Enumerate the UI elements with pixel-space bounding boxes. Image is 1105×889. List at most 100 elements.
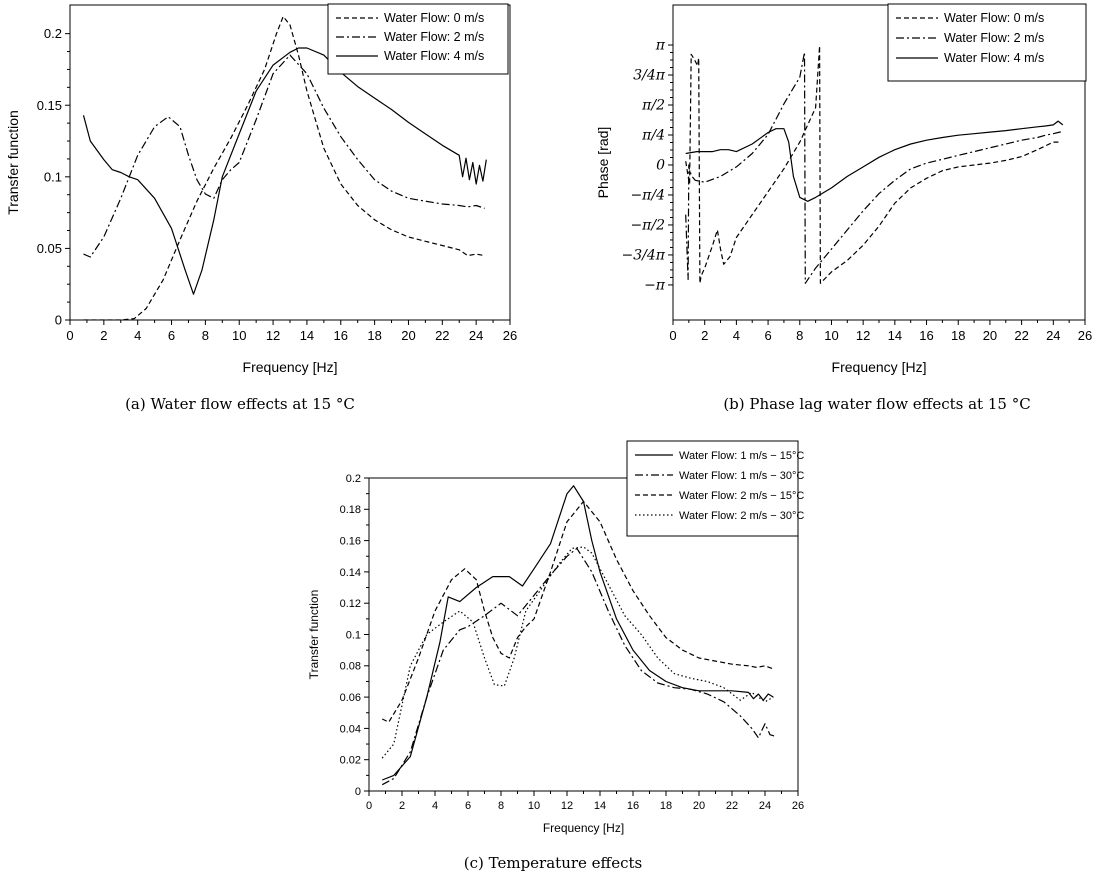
x-tick-label: 2 (399, 800, 405, 812)
x-tick-label: 26 (1078, 328, 1092, 343)
series-line-1 (83, 54, 485, 258)
x-tick-label: 16 (919, 328, 933, 343)
y-tick-label: 0.06 (340, 692, 361, 704)
y-tick-label: 0.18 (340, 504, 361, 516)
y-tick-label: 3/4π (633, 68, 666, 84)
x-tick-label: 24 (469, 328, 483, 343)
y-tick-label: 0 (355, 786, 361, 798)
legend: Water Flow: 0 m/s Water Flow: 2 m/s Water … (887, 3, 1087, 82)
series-line-2 (685, 120, 1064, 202)
y-tick-label: 0.1 (346, 629, 361, 641)
legend-label: Water Flow: 4 m/s (944, 51, 1044, 65)
x-tick-label: 22 (1014, 328, 1028, 343)
x-tick-label: 4 (733, 328, 740, 343)
x-axis-label: Frequency [Hz] (832, 359, 927, 375)
x-tick-label: 0 (66, 328, 73, 343)
x-tick-label: 2 (701, 328, 708, 343)
x-tick-label: 12 (561, 800, 573, 812)
y-tick-label: 0.12 (340, 598, 361, 610)
x-tick-label: 26 (503, 328, 517, 343)
figure-caption: (a) Water flow effects at 15 °C (125, 395, 355, 413)
x-tick-label: 8 (796, 328, 803, 343)
x-axis-label: Frequency [Hz] (543, 821, 624, 835)
legend-label: Water Flow: 0 m/s (944, 11, 1044, 25)
x-axis-label: Frequency [Hz] (243, 359, 338, 375)
x-tick-label: 18 (660, 800, 672, 812)
y-tick-label: 0.1 (44, 169, 62, 184)
y-tick-label: 0.14 (340, 567, 361, 579)
x-tick-label: 20 (401, 328, 415, 343)
y-tick-label: π/4 (641, 128, 665, 144)
x-tick-label: 6 (168, 328, 175, 343)
legend: Water Flow: 0 m/s Water Flow: 2 m/s Water … (327, 3, 509, 75)
x-tick-label: 0 (669, 328, 676, 343)
chart-c: 0 2 4 6 8 10 12 14 16 18 20 22 24 2600.020.040.060.08… (307, 440, 804, 872)
legend-label: Water Flow: 1 m/s − 30°C (679, 470, 804, 482)
figure-caption: (b) Phase lag water flow effects at 15 °… (723, 395, 1030, 413)
y-axis-label: Phase [rad] (595, 127, 611, 199)
x-tick-label: 20 (693, 800, 705, 812)
x-tick-label: 14 (888, 328, 902, 343)
legend-box (327, 3, 509, 75)
legend-label: Water Flow: 2 m/s (944, 31, 1044, 45)
y-tick-label: 0 (656, 158, 665, 174)
x-tick-label: 2 (100, 328, 107, 343)
legend: Water Flow: 1 m/s − 15°C Water Flow: 1 m/… (626, 440, 804, 537)
legend-label: Water Flow: 0 m/s (384, 11, 484, 25)
legend-label: Water Flow: 1 m/s − 15°C (679, 450, 804, 462)
x-tick-label: 12 (266, 328, 280, 343)
chart-a: 0 2 4 6 8 10 12 14 16 18 20 22 24 2600.050.10.150.2Fr… (5, 3, 517, 413)
series-line-1 (685, 51, 1063, 284)
y-axis-label: Transfer function (5, 110, 21, 215)
series-line-2 (82, 47, 487, 295)
legend-box (887, 3, 1087, 82)
y-axis-label: Transfer function (307, 590, 321, 680)
figure-caption: (c) Temperature effects (464, 854, 642, 872)
y-tick-label: 0.08 (340, 661, 361, 673)
x-tick-label: 22 (435, 328, 449, 343)
x-tick-label: 4 (134, 328, 141, 343)
legend-label: Water Flow: 2 m/s (384, 30, 484, 44)
y-tick-label: 0.15 (37, 98, 62, 113)
legend-box (626, 440, 799, 537)
x-tick-label: 14 (594, 800, 606, 812)
x-tick-label: 22 (726, 800, 738, 812)
x-tick-label: 16 (627, 800, 639, 812)
x-tick-label: 12 (856, 328, 870, 343)
chart-b: 0 2 4 6 8 10 12 14 16 18 20 22 24 26−π−3/4π−π/2−π/40π… (595, 3, 1092, 413)
x-tick-label: 26 (792, 800, 804, 812)
y-tick-label: −π (644, 277, 666, 293)
x-tick-label: 20 (983, 328, 997, 343)
y-tick-label: 0 (55, 313, 62, 328)
x-tick-label: 8 (498, 800, 504, 812)
series-line-0 (685, 45, 1062, 284)
y-tick-label: 0.2 (346, 473, 361, 485)
x-tick-label: 24 (759, 800, 771, 812)
series-line-1 (381, 547, 776, 786)
y-tick-label: 0.16 (340, 535, 361, 547)
x-tick-label: 8 (202, 328, 209, 343)
y-tick-label: −3/4π (622, 247, 666, 263)
x-tick-label: 6 (764, 328, 771, 343)
x-tick-label: 18 (367, 328, 381, 343)
legend-label: Water Flow: 2 m/s − 15°C (679, 490, 804, 502)
x-tick-label: 10 (528, 800, 540, 812)
y-tick-label: 0.2 (44, 26, 62, 41)
y-tick-label: −π/2 (630, 218, 665, 234)
x-tick-label: 0 (366, 800, 372, 812)
series-line-0 (83, 15, 485, 320)
x-tick-label: 10 (232, 328, 246, 343)
y-tick-label: 0.02 (340, 755, 361, 767)
series-line-0 (381, 485, 774, 781)
legend-label: Water Flow: 4 m/s (384, 49, 484, 63)
x-tick-label: 24 (1046, 328, 1060, 343)
x-tick-label: 10 (824, 328, 838, 343)
x-tick-label: 14 (300, 328, 314, 343)
y-tick-label: −π/4 (630, 188, 665, 204)
legend-label: Water Flow: 2 m/s − 30°C (679, 510, 804, 522)
y-tick-label: π (655, 38, 666, 54)
series-line-3 (381, 546, 774, 759)
x-tick-label: 16 (334, 328, 348, 343)
y-tick-label: π/2 (641, 98, 665, 114)
